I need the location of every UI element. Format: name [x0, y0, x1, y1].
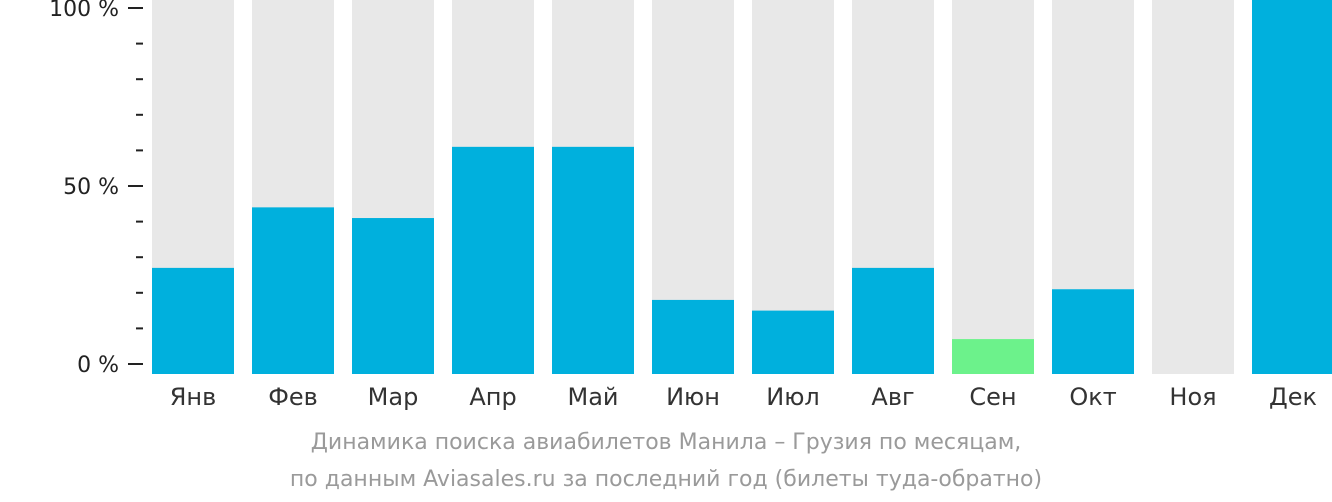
- chart-caption-line-1: Динамика поиска авиабилетов Манила – Гру…: [310, 430, 1022, 455]
- y-tick-label: 0 %: [77, 353, 119, 378]
- x-tick-label: Окт: [1069, 383, 1116, 411]
- x-tick-label: Июн: [666, 383, 720, 411]
- x-tick-label: Янв: [170, 383, 217, 411]
- bar-4: [452, 146, 534, 374]
- bar-6: [652, 299, 734, 374]
- bar-7: [752, 310, 834, 374]
- y-axis: 0 % 50 % 100 %: [49, 0, 143, 378]
- bar-3: [352, 218, 434, 374]
- bar-background: [952, 0, 1034, 374]
- bar-5: [552, 146, 634, 374]
- bar-1: [152, 267, 234, 374]
- chart-caption-line-2: по данным Aviasales.ru за последний год …: [289, 467, 1043, 492]
- y-tick-label: 50 %: [63, 175, 119, 200]
- bar-10: [1052, 289, 1134, 374]
- bars: [152, 0, 1332, 374]
- y-tick-label: 100 %: [49, 0, 119, 22]
- bar-9: [952, 339, 1034, 374]
- x-axis-labels: Янв Фев Мар Апр Май Июн Июл Авг Сен Окт Ноя Дек: [170, 383, 1317, 411]
- x-tick-label: Мар: [368, 383, 419, 411]
- x-tick-label: Ноя: [1169, 383, 1216, 411]
- bar-background: [1152, 0, 1234, 374]
- x-tick-label: Май: [567, 383, 618, 411]
- bar-8: [852, 267, 934, 374]
- bar-12: [1252, 0, 1332, 374]
- x-tick-label: Авг: [871, 383, 914, 411]
- x-tick-label: Фев: [268, 383, 318, 411]
- x-tick-label: Сен: [969, 383, 1016, 411]
- x-tick-label: Дек: [1269, 383, 1317, 411]
- bar-2: [252, 207, 334, 374]
- x-tick-label: Апр: [469, 383, 516, 411]
- x-tick-label: Июл: [766, 383, 820, 411]
- bar-chart: 0 % 50 % 100 % Янв Фев Мар Апр Май Июн Июл Авг Сен…: [49, 0, 1332, 411]
